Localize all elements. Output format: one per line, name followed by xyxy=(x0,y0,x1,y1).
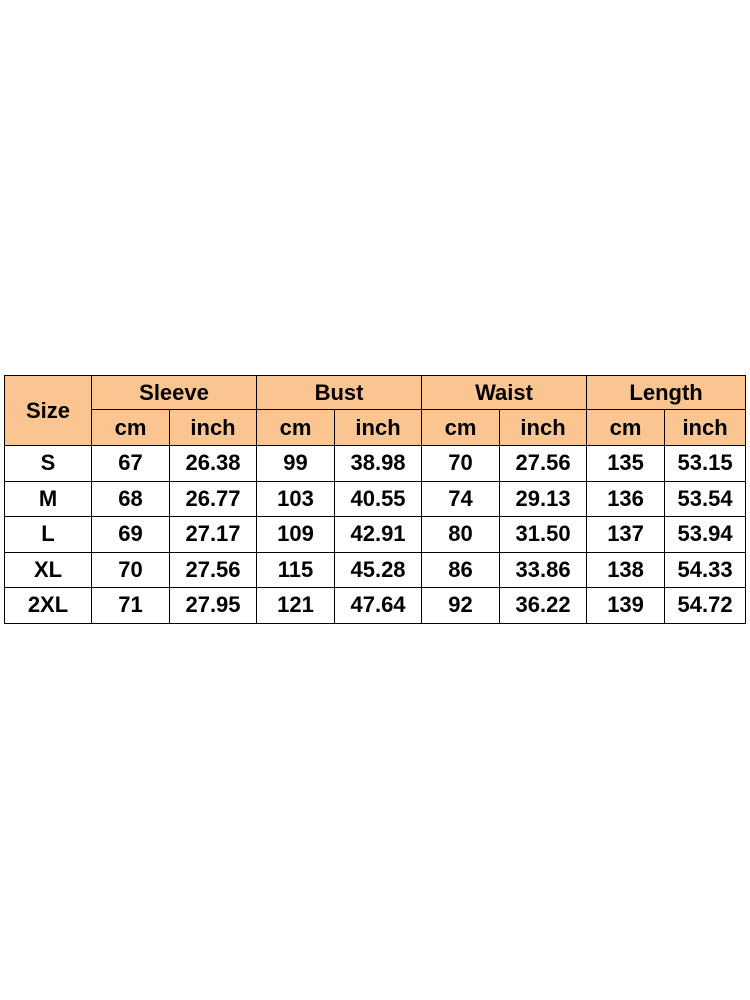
bust-cm-cell: 99 xyxy=(256,445,336,482)
sleeve-inch-cell: 26.77 xyxy=(168,480,258,517)
table-header: Size Sleeve Bust Waist Length cm inch cm… xyxy=(4,375,747,446)
bust-cm-header: cm xyxy=(256,409,336,446)
bust-inch-cell: 42.91 xyxy=(334,516,423,553)
waist-inch-cell: 36.22 xyxy=(499,587,588,624)
sleeve-inch-cell: 27.56 xyxy=(168,551,258,588)
table-row: L 69 27.17 109 42.91 80 31.50 137 53.94 xyxy=(4,516,747,553)
sleeve-cm-cell: 67 xyxy=(91,445,170,482)
size-cell: 2XL xyxy=(4,587,92,624)
size-chart-table: Size Sleeve Bust Waist Length cm inch cm… xyxy=(4,375,747,624)
length-inch-cell: 54.33 xyxy=(664,551,747,588)
length-cm-cell: 136 xyxy=(586,480,666,517)
sleeve-cm-cell: 68 xyxy=(91,480,170,517)
length-cm-cell: 137 xyxy=(586,516,666,553)
bust-inch-cell: 45.28 xyxy=(334,551,423,588)
sleeve-cm-header: cm xyxy=(91,409,170,446)
length-inch-header: inch xyxy=(664,409,747,446)
sleeve-cm-cell: 69 xyxy=(91,516,170,553)
waist-inch-header: inch xyxy=(499,409,588,446)
waist-cm-cell: 70 xyxy=(421,445,501,482)
waist-inch-cell: 29.13 xyxy=(499,480,588,517)
waist-inch-cell: 33.86 xyxy=(499,551,588,588)
sleeve-header: Sleeve xyxy=(90,375,258,410)
sleeve-inch-cell: 27.17 xyxy=(168,516,258,553)
sleeve-cm-cell: 70 xyxy=(91,551,170,588)
size-cell: M xyxy=(4,480,92,517)
bust-cm-cell: 103 xyxy=(256,480,336,517)
length-header: Length xyxy=(586,375,747,410)
waist-cm-cell: 92 xyxy=(421,587,501,624)
waist-inch-cell: 31.50 xyxy=(499,516,588,553)
size-cell: XL xyxy=(4,551,92,588)
waist-cm-cell: 80 xyxy=(421,516,501,553)
length-inch-cell: 53.94 xyxy=(664,516,747,553)
length-cm-cell: 139 xyxy=(586,587,666,624)
length-inch-cell: 54.72 xyxy=(664,587,747,624)
table-body: S 67 26.38 99 38.98 70 27.56 135 53.15 M… xyxy=(4,445,747,624)
bust-cm-cell: 115 xyxy=(256,551,336,588)
table-row: S 67 26.38 99 38.98 70 27.56 135 53.15 xyxy=(4,445,747,482)
waist-inch-cell: 27.56 xyxy=(499,445,588,482)
sleeve-inch-cell: 26.38 xyxy=(168,445,258,482)
waist-header: Waist xyxy=(421,375,588,410)
size-cell: S xyxy=(4,445,92,482)
waist-cm-cell: 86 xyxy=(421,551,501,588)
waist-cm-header: cm xyxy=(421,409,501,446)
bust-header: Bust xyxy=(256,375,423,410)
length-inch-cell: 53.54 xyxy=(664,480,747,517)
table-row: XL 70 27.56 115 45.28 86 33.86 138 54.33 xyxy=(4,551,747,588)
header-unit-row: cm inch cm inch cm inch cm inch xyxy=(5,409,747,446)
sleeve-inch-header: inch xyxy=(168,409,258,446)
size-cell: L xyxy=(4,516,92,553)
bust-inch-cell: 47.64 xyxy=(334,587,423,624)
waist-cm-cell: 74 xyxy=(421,480,501,517)
length-cm-cell: 135 xyxy=(586,445,666,482)
bust-inch-cell: 40.55 xyxy=(334,480,423,517)
table-row: M 68 26.77 103 40.55 74 29.13 136 53.54 xyxy=(4,480,747,517)
sleeve-inch-cell: 27.95 xyxy=(168,587,258,624)
length-inch-cell: 53.15 xyxy=(664,445,747,482)
length-cm-header: cm xyxy=(586,409,666,446)
sleeve-cm-cell: 71 xyxy=(91,587,170,624)
size-header: Size xyxy=(4,375,92,446)
length-cm-cell: 138 xyxy=(586,551,666,588)
bust-inch-header: inch xyxy=(334,409,423,446)
bust-cm-cell: 109 xyxy=(256,516,336,553)
table-row: 2XL 71 27.95 121 47.64 92 36.22 139 54.7… xyxy=(4,587,747,624)
bust-cm-cell: 121 xyxy=(256,587,336,624)
header-group-row: Size Sleeve Bust Waist Length xyxy=(4,375,747,446)
bust-inch-cell: 38.98 xyxy=(334,445,423,482)
